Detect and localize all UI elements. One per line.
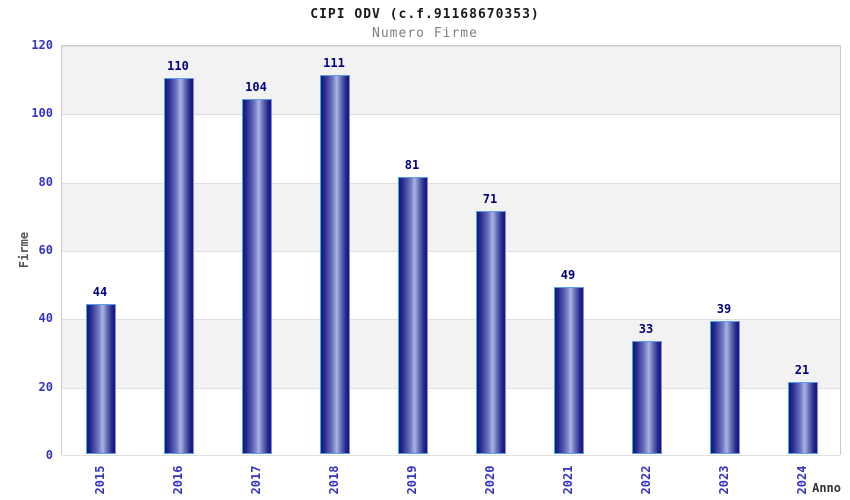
bar-2021 — [554, 286, 584, 454]
bar-2015 — [86, 303, 116, 454]
chart-subtitle: Numero Firme — [372, 26, 478, 41]
bar-2019 — [398, 177, 428, 454]
gridline — [62, 114, 840, 116]
bar-2016 — [164, 78, 194, 454]
bar-value-label: 49 — [560, 267, 576, 282]
x-tick-label: 2020 — [483, 465, 497, 495]
x-axis-title: Anno — [812, 481, 841, 495]
x-tick-label: 2019 — [405, 465, 419, 495]
y-tick-label: 100 — [31, 106, 53, 121]
plot-area — [61, 45, 841, 456]
bar-2024 — [788, 382, 818, 454]
x-tick-label: 2022 — [639, 465, 653, 495]
x-tick-label: 2023 — [717, 465, 731, 495]
x-tick-label: 2024 — [795, 465, 809, 495]
bar-value-label: 44 — [92, 284, 108, 299]
y-tick-label: 40 — [38, 311, 53, 326]
bar-value-label: 21 — [794, 363, 810, 378]
bar-2018 — [320, 74, 350, 454]
gridline — [62, 182, 840, 184]
bar-value-label: 39 — [716, 301, 732, 316]
gridline — [62, 387, 840, 389]
bar-value-label: 111 — [323, 55, 345, 70]
y-tick-label: 60 — [38, 243, 53, 257]
bar-2020 — [476, 211, 506, 454]
bar-value-label: 33 — [638, 322, 654, 337]
bar-2022 — [632, 341, 662, 454]
x-tick-label: 2018 — [327, 465, 341, 495]
x-tick-label: 2016 — [171, 465, 185, 495]
x-tick-label: 2015 — [93, 465, 107, 495]
x-tick-label: 2017 — [249, 465, 263, 495]
y-tick-label: 120 — [31, 38, 53, 52]
bar-value-label: 104 — [245, 79, 267, 94]
bar-value-label: 81 — [404, 158, 420, 173]
gridline — [62, 319, 840, 321]
y-tick-label: 80 — [38, 174, 53, 189]
bar-2023 — [710, 320, 740, 454]
gridline — [62, 46, 840, 47]
x-tick-label: 2021 — [561, 465, 575, 495]
y-tick-label: 20 — [38, 379, 53, 394]
bar-2017 — [242, 98, 272, 454]
chart-title: CIPI ODV (c.f.91168670353) — [310, 7, 540, 22]
bar-value-label: 110 — [167, 59, 189, 74]
bar-value-label: 71 — [482, 192, 498, 207]
gridline — [62, 251, 840, 252]
y-tick-label: 0 — [45, 448, 53, 462]
gridline — [62, 455, 840, 456]
